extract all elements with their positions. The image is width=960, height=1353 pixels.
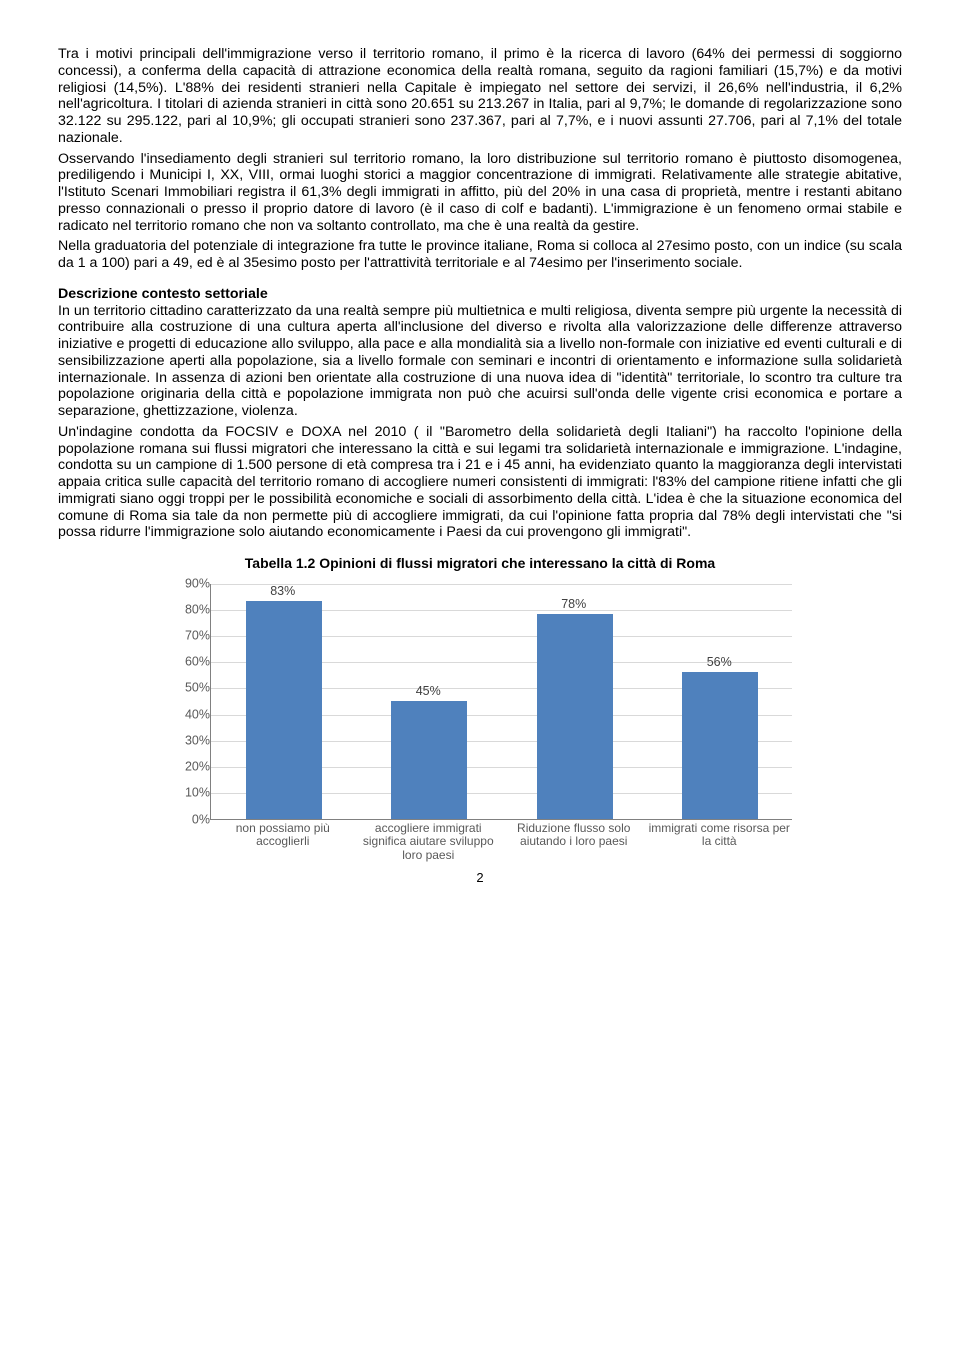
y-tick-label: 90% xyxy=(166,576,210,591)
y-tick-label: 30% xyxy=(166,733,210,748)
page-number: 2 xyxy=(58,870,902,885)
bar-value-label: 45% xyxy=(398,684,458,699)
bar xyxy=(682,672,758,819)
body-paragraph: Osservando l'insediamento degli stranier… xyxy=(58,151,902,235)
bar-value-label: 56% xyxy=(689,655,749,670)
bar-chart: 0% 10% 20% 30% 40% 50% 60% 70% 80% 90% 83% non poss… xyxy=(160,576,800,866)
bar-value-label: 83% xyxy=(253,584,313,599)
y-tick-label: 40% xyxy=(166,707,210,722)
section-heading: Descrizione contesto settoriale xyxy=(58,286,902,303)
body-paragraph: In un territorio cittadino caratterizzat… xyxy=(58,303,902,420)
bar xyxy=(537,614,613,819)
chart-title: Tabella 1.2 Opinioni di flussi migratori… xyxy=(58,555,902,572)
y-tick-label: 20% xyxy=(166,760,210,775)
chart-container: 0% 10% 20% 30% 40% 50% 60% 70% 80% 90% 83% non poss… xyxy=(160,576,800,866)
y-tick-label: 80% xyxy=(166,602,210,617)
y-tick-label: 0% xyxy=(166,812,210,827)
body-paragraph: Un'indagine condotta da FOCSIV e DOXA ne… xyxy=(58,424,902,541)
body-paragraph: Tra i motivi principali dell'immigrazion… xyxy=(58,46,902,147)
bar-value-label: 78% xyxy=(544,597,604,612)
body-paragraph: Nella graduatoria del potenziale di inte… xyxy=(58,238,902,272)
y-tick-label: 10% xyxy=(166,786,210,801)
category-label: immigrati come risorsa per la città xyxy=(644,822,794,850)
y-tick-label: 60% xyxy=(166,655,210,670)
y-tick-label: 70% xyxy=(166,629,210,644)
category-label: accogliere immigrati significa aiutare s… xyxy=(353,822,503,863)
category-label: Riduzione flusso solo aiutando i loro pa… xyxy=(499,822,649,850)
plot-area xyxy=(210,584,792,820)
bar xyxy=(391,701,467,819)
bar xyxy=(246,601,322,819)
y-tick-label: 50% xyxy=(166,681,210,696)
category-label: non possiamo più accoglierli xyxy=(208,822,358,850)
